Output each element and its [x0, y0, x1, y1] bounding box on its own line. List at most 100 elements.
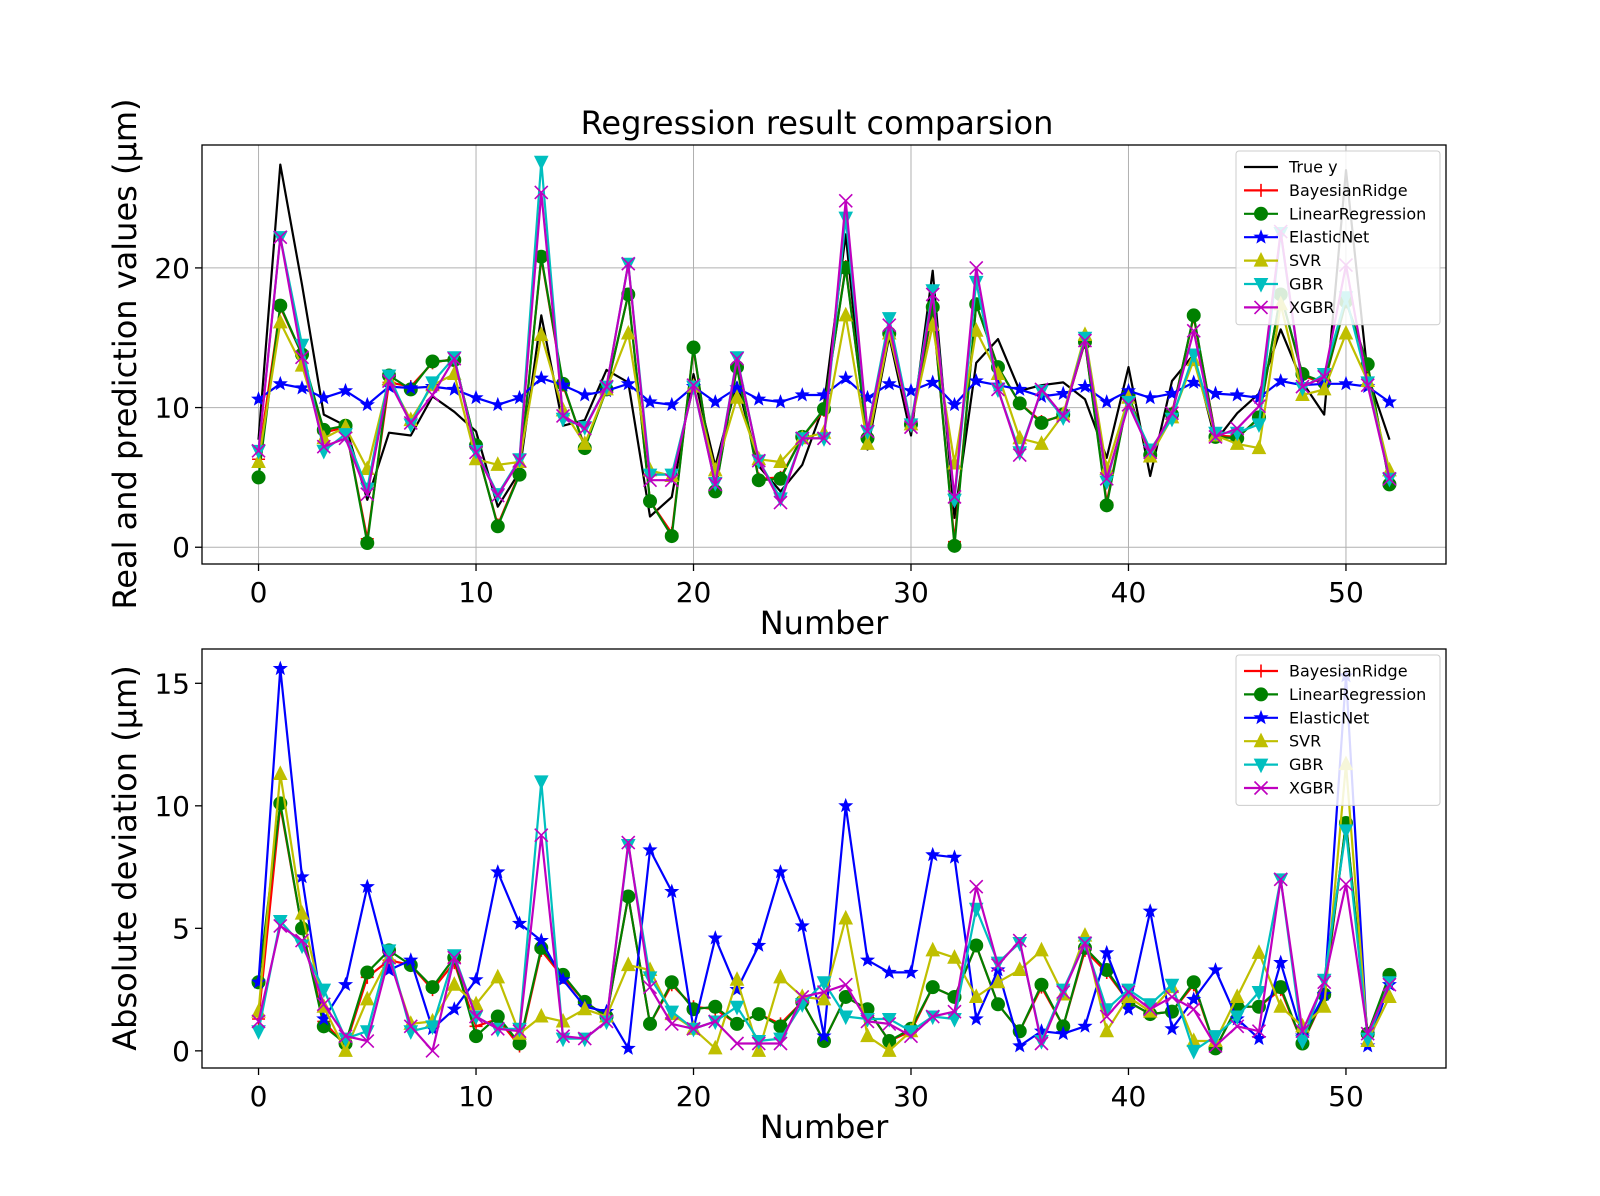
x-tick-label: 50: [1328, 576, 1364, 609]
data-point: [446, 1001, 462, 1016]
data-point: [1099, 944, 1115, 960]
legend-item: BayesianRidge: [1244, 181, 1408, 200]
data-point: [925, 287, 940, 302]
data-point: [643, 1016, 658, 1031]
data-point: [925, 1009, 940, 1024]
data-point: [946, 849, 963, 864]
data-point: [403, 952, 419, 967]
data-point: [1207, 962, 1224, 977]
data-point: [1295, 1024, 1310, 1039]
data-point: [860, 1014, 875, 1029]
data-point: [664, 1005, 680, 1021]
data-point: [403, 380, 419, 395]
data-point: [1186, 323, 1201, 338]
data-point: [381, 373, 397, 389]
data-point: [1295, 379, 1310, 394]
legend-item: XGBR: [1244, 298, 1334, 317]
data-point: [1186, 1002, 1201, 1017]
data-point: [1120, 1001, 1137, 1016]
y-axis-label: Real and prediction values (μm): [106, 99, 144, 610]
data-point: [1273, 998, 1289, 1013]
data-point: [751, 1042, 767, 1057]
data-point: [882, 1016, 897, 1031]
data-point: [446, 949, 462, 964]
data-point: [512, 1024, 527, 1039]
data-point: [751, 1007, 766, 1022]
data-point: [381, 369, 397, 385]
data-point: [1077, 333, 1093, 348]
data-point: [1208, 1038, 1223, 1054]
data-point: [686, 1021, 701, 1036]
data-point: [730, 1016, 745, 1031]
data-point: [620, 375, 636, 391]
legend-marker: [1254, 183, 1268, 197]
data-point: [903, 964, 919, 979]
data-point: [1186, 308, 1201, 323]
data-point: [446, 976, 462, 991]
data-point: [1229, 387, 1245, 402]
data-point: [1056, 408, 1071, 424]
data-point: [1381, 394, 1397, 409]
data-point: [381, 944, 397, 960]
legend-item: True y: [1244, 158, 1338, 177]
data-point: [316, 983, 332, 999]
plot-area: [251, 155, 1397, 553]
data-point: [599, 379, 614, 394]
data-point: [1229, 1010, 1245, 1026]
data-point: [642, 394, 658, 409]
axis-ticks: 0 10 20 30 40 50 0 10 20: [154, 252, 1363, 609]
data-point: [599, 1014, 614, 1029]
data-point: [251, 470, 266, 485]
data-point: [490, 519, 505, 534]
data-point: [555, 1029, 571, 1044]
data-point: [772, 394, 789, 409]
legend: BayesianRidge LinearRegression ElasticNet S…: [1235, 654, 1441, 806]
series-true-y: [257, 163, 1391, 520]
data-point: [772, 864, 789, 879]
data-point: [1316, 998, 1332, 1013]
legend-marker: [1253, 229, 1269, 244]
legend-marker: [1254, 206, 1268, 221]
y-axis-label: Absolute deviation (μm): [106, 665, 144, 1050]
data-point: [881, 1042, 897, 1057]
data-point: [1338, 824, 1354, 839]
data-point: [1034, 415, 1049, 430]
plot-area: [251, 660, 1397, 1060]
series-line-gbr: [257, 780, 1391, 1052]
data-point: [272, 660, 288, 676]
data-point: [1121, 984, 1136, 1000]
data-point: [511, 915, 528, 930]
data-point: [316, 439, 331, 454]
legend-item: GBR: [1244, 275, 1324, 294]
data-point: [664, 1016, 679, 1031]
data-point: [577, 421, 592, 436]
data-point: [881, 964, 897, 979]
data-point: [838, 1010, 854, 1026]
legend-label: BayesianRidge: [1289, 662, 1408, 681]
data-point: [490, 968, 506, 984]
data-point: [512, 453, 527, 468]
data-point: [1121, 397, 1136, 412]
data-point: [294, 905, 310, 920]
data-point: [294, 933, 310, 948]
data-point: [1186, 348, 1202, 364]
legend-label: XGBR: [1289, 779, 1334, 798]
data-point: [360, 487, 375, 502]
data-point: [1382, 988, 1397, 1003]
data-point: [990, 973, 1006, 989]
data-point: [468, 389, 484, 405]
data-point: [359, 990, 375, 1006]
data-point: [1012, 447, 1027, 463]
y-tick-label: 0: [172, 531, 190, 564]
y-tick-label: 15: [154, 667, 190, 700]
x-tick-label: 10: [458, 1080, 494, 1113]
data-point: [577, 387, 593, 402]
data-point: [360, 1033, 375, 1049]
legend-item: LinearRegression: [1244, 685, 1426, 704]
data-point: [425, 1020, 440, 1035]
data-point: [1251, 439, 1267, 455]
data-point: [1338, 324, 1354, 340]
data-point: [447, 950, 462, 965]
data-point: [294, 380, 310, 395]
